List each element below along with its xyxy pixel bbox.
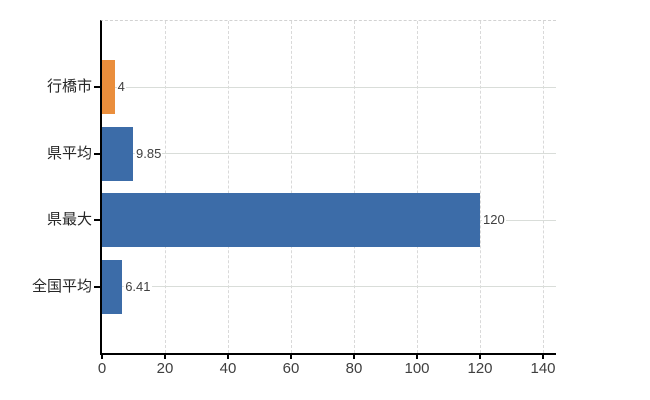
x-tick-label: 40 [219, 360, 237, 377]
x-tick-label: 60 [282, 360, 300, 377]
category-label: 県最大 [46, 211, 92, 229]
x-tick-mark [479, 353, 481, 359]
h-gridline [102, 286, 556, 288]
x-tick-mark [290, 353, 292, 359]
v-gridline [164, 21, 166, 353]
category-label: 全国平均 [31, 277, 92, 295]
h-gridline [102, 86, 556, 88]
v-gridline [479, 21, 481, 353]
h-gridline [102, 153, 556, 155]
bar-value-label: 6.41 [124, 278, 152, 295]
bar [102, 259, 123, 314]
x-tick-label: 140 [530, 360, 556, 377]
plot-area: 4 行橋市 9.85 県平均 120 県最大 6.41 全国平均 0 20 40 60 80 100 120… [32, 20, 556, 376]
bar [102, 126, 134, 181]
x-tick-label: 0 [97, 360, 107, 377]
y-tick-mark [94, 152, 102, 155]
x-tick-label: 80 [345, 360, 363, 377]
v-gridline [290, 21, 292, 353]
bar-value-label: 9.85 [135, 145, 163, 162]
x-tick-mark [227, 353, 229, 359]
v-gridline [416, 21, 418, 353]
x-tick-mark [101, 353, 103, 359]
bar-value-label: 120 [482, 212, 506, 229]
bar [102, 193, 480, 248]
category-label: 県平均 [46, 144, 92, 162]
x-tick-label: 100 [404, 360, 430, 377]
x-tick-mark [416, 353, 418, 359]
y-tick-mark [94, 86, 102, 89]
y-tick-mark [94, 285, 102, 288]
v-gridline [353, 21, 355, 353]
x-tick-mark [353, 353, 355, 359]
bar [102, 60, 115, 115]
bar-value-label: 4 [116, 79, 126, 96]
x-tick-mark [542, 353, 544, 359]
v-gridline [542, 21, 544, 353]
x-tick-mark [164, 353, 166, 359]
category-label: 行橋市 [46, 78, 92, 96]
x-tick-label: 20 [156, 360, 174, 377]
v-gridline [227, 21, 229, 353]
x-tick-label: 120 [467, 360, 493, 377]
y-tick-mark [94, 219, 102, 222]
